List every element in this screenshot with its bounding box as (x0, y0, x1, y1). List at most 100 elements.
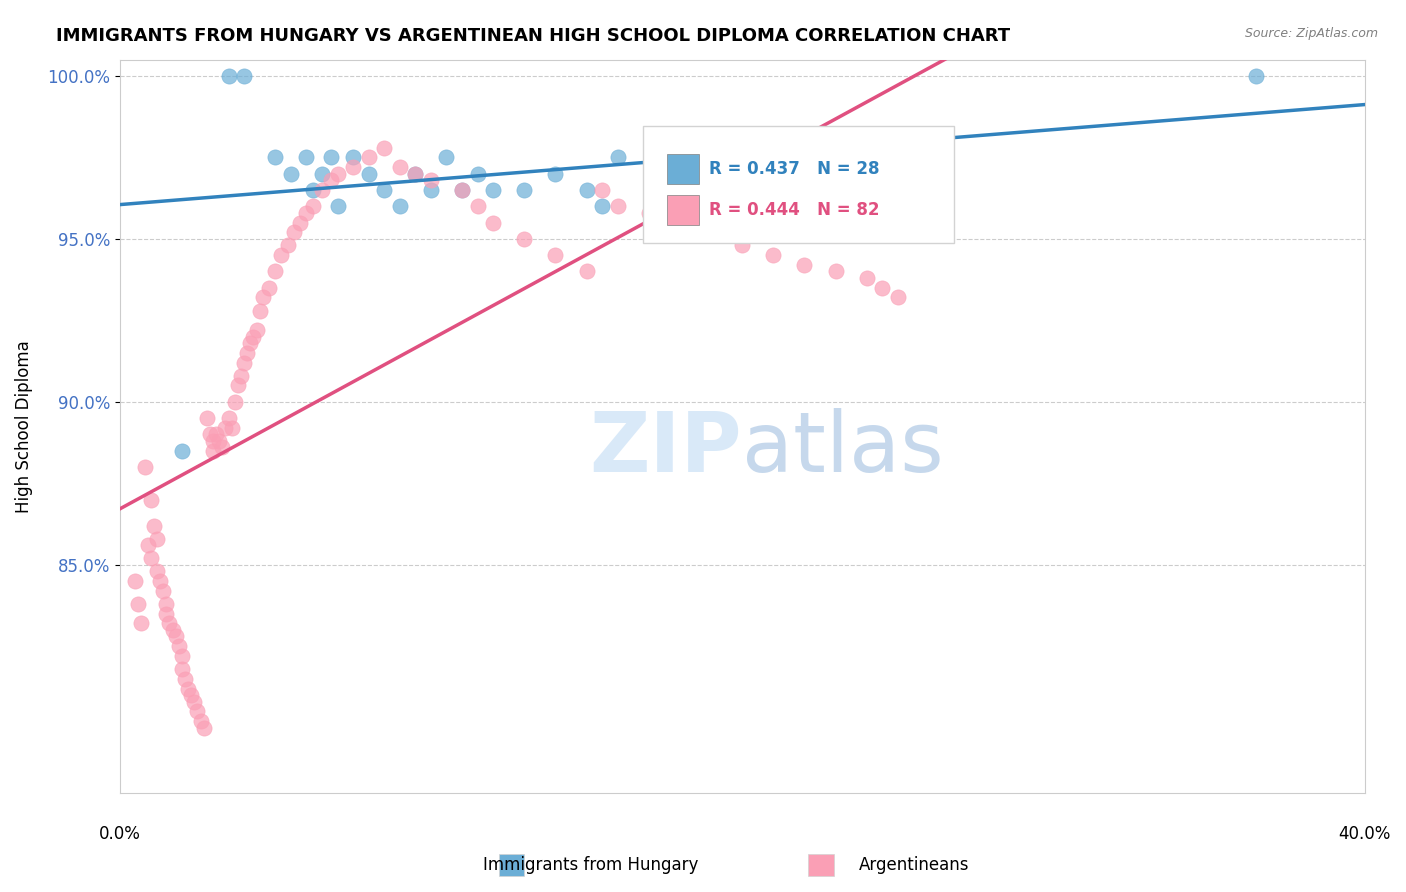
Text: 0.0%: 0.0% (98, 825, 141, 843)
Point (357, 150, 380, 164)
Point (419, 173, 441, 187)
Point (575, 264, 598, 278)
Point (264, 264, 287, 278)
Point (195, 411, 218, 425)
Point (180, 688, 202, 702)
Point (155, 607, 177, 621)
Point (357, 167, 380, 181)
Point (669, 215, 692, 229)
Point (229, 368, 252, 383)
Point (591, 199, 613, 213)
Point (1244, 69, 1267, 83)
Point (142, 518, 165, 533)
Point (467, 199, 489, 213)
Point (342, 160, 364, 174)
Point (226, 378, 249, 392)
Point (436, 150, 458, 164)
Point (700, 183, 723, 197)
Point (544, 248, 567, 262)
Point (134, 459, 156, 474)
FancyBboxPatch shape (643, 126, 953, 243)
FancyBboxPatch shape (668, 154, 699, 184)
Point (245, 323, 267, 337)
Point (467, 167, 489, 181)
Point (183, 694, 205, 708)
Point (419, 183, 441, 197)
Point (404, 167, 426, 181)
Text: R = 0.444   N = 82: R = 0.444 N = 82 (709, 201, 879, 219)
Point (872, 281, 894, 295)
Point (239, 336, 262, 351)
Point (321, 150, 343, 164)
Point (124, 574, 146, 588)
Point (513, 183, 536, 197)
Y-axis label: High School Diploma: High School Diploma (15, 340, 32, 513)
Point (295, 206, 318, 220)
Point (451, 183, 474, 197)
Point (174, 672, 197, 686)
Text: R = 0.437   N = 28: R = 0.437 N = 28 (709, 160, 879, 178)
Point (591, 183, 613, 197)
Point (208, 434, 231, 448)
Point (637, 206, 659, 220)
Point (127, 597, 149, 611)
Point (277, 238, 299, 252)
Point (373, 140, 395, 154)
Point (155, 597, 177, 611)
Point (451, 183, 474, 197)
Text: Source: ZipAtlas.com: Source: ZipAtlas.com (1244, 27, 1378, 40)
Point (131, 616, 153, 631)
Point (326, 199, 349, 213)
Point (301, 183, 323, 197)
Point (793, 167, 815, 181)
Point (214, 421, 236, 435)
Point (201, 443, 224, 458)
FancyBboxPatch shape (499, 854, 524, 876)
Point (311, 183, 333, 197)
Point (326, 167, 349, 181)
Point (146, 532, 169, 546)
Point (855, 271, 877, 285)
Point (139, 551, 162, 566)
Point (373, 183, 395, 197)
Point (186, 704, 208, 718)
Point (236, 346, 259, 360)
Point (575, 183, 598, 197)
Point (301, 199, 323, 213)
Point (221, 421, 243, 435)
Point (731, 238, 754, 252)
Point (170, 662, 193, 676)
Point (224, 394, 246, 409)
Point (482, 183, 505, 197)
Point (233, 356, 256, 370)
Point (252, 290, 274, 304)
Point (139, 492, 162, 507)
Point (280, 167, 302, 181)
Point (146, 564, 169, 578)
Point (264, 150, 287, 164)
Point (311, 167, 333, 181)
Point (157, 616, 180, 631)
Point (198, 427, 221, 442)
Point (218, 69, 240, 83)
Point (288, 215, 311, 229)
Point (149, 574, 172, 588)
Text: 40.0%: 40.0% (1339, 825, 1391, 843)
Point (606, 150, 628, 164)
FancyBboxPatch shape (808, 854, 834, 876)
Text: atlas: atlas (742, 408, 943, 489)
Point (233, 69, 256, 83)
Point (544, 167, 567, 181)
Point (205, 427, 228, 442)
FancyBboxPatch shape (668, 195, 699, 225)
Point (165, 629, 187, 643)
Point (201, 434, 224, 448)
Point (388, 199, 411, 213)
Text: Immigrants from Hungary: Immigrants from Hungary (482, 856, 699, 874)
Point (513, 232, 536, 246)
Point (136, 538, 159, 552)
Point (170, 443, 193, 458)
Point (700, 225, 723, 239)
Point (211, 441, 233, 455)
Point (170, 648, 193, 663)
